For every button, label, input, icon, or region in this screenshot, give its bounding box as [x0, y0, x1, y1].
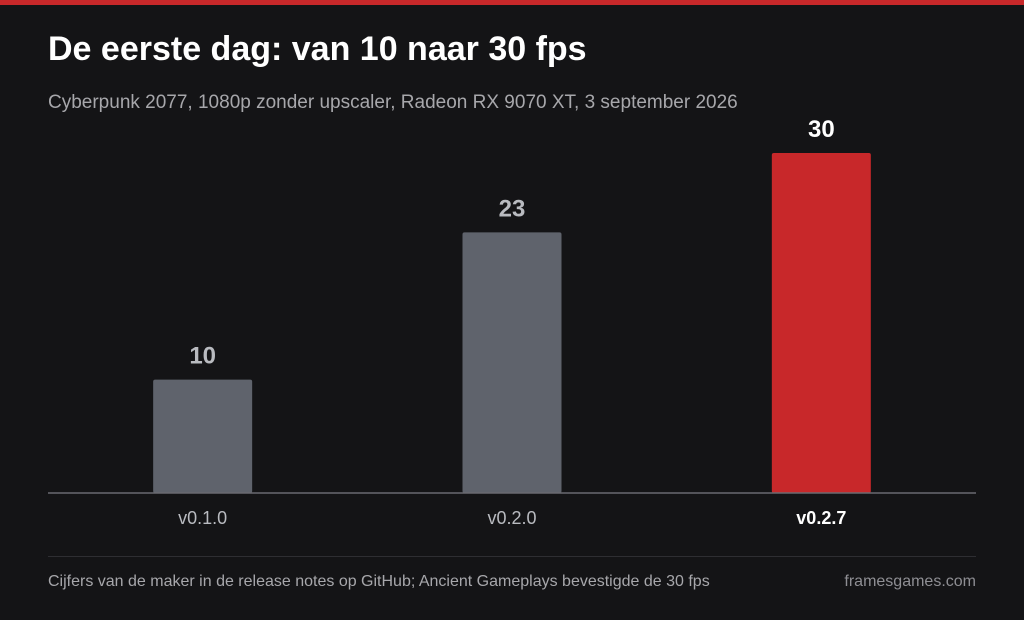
bar-value-label: 10 — [189, 343, 216, 370]
bar-v0.2.7 — [771, 153, 871, 493]
x-tick-label: v0.2.7 — [796, 508, 846, 528]
x-tick-label: v0.2.0 — [487, 508, 536, 528]
bar-v0.1.0 — [153, 379, 253, 493]
bar-value-label: 30 — [808, 116, 835, 143]
brand-label: framesgames.com — [844, 573, 976, 590]
source-note: Cijfers van de maker in de release notes… — [48, 573, 710, 590]
bar-chart: 10 v0.1.0 23 v0.2.0 30 v0.2.7 — [48, 116, 976, 528]
footer-divider — [48, 556, 976, 557]
bars-layer — [153, 153, 871, 494]
chart-subtitle: Cyberpunk 2077, 1080p zonder upscaler, R… — [48, 92, 738, 113]
bar-value-label: 23 — [499, 195, 526, 222]
x-tick-label: v0.1.0 — [178, 508, 227, 528]
bar-v0.2.0 — [462, 232, 562, 494]
labels-layer: 10 v0.1.0 23 v0.2.0 30 v0.2.7 — [178, 116, 846, 528]
top-accent-bar — [0, 0, 1024, 5]
chart-title: De eerste dag: van 10 naar 30 fps — [48, 30, 587, 68]
